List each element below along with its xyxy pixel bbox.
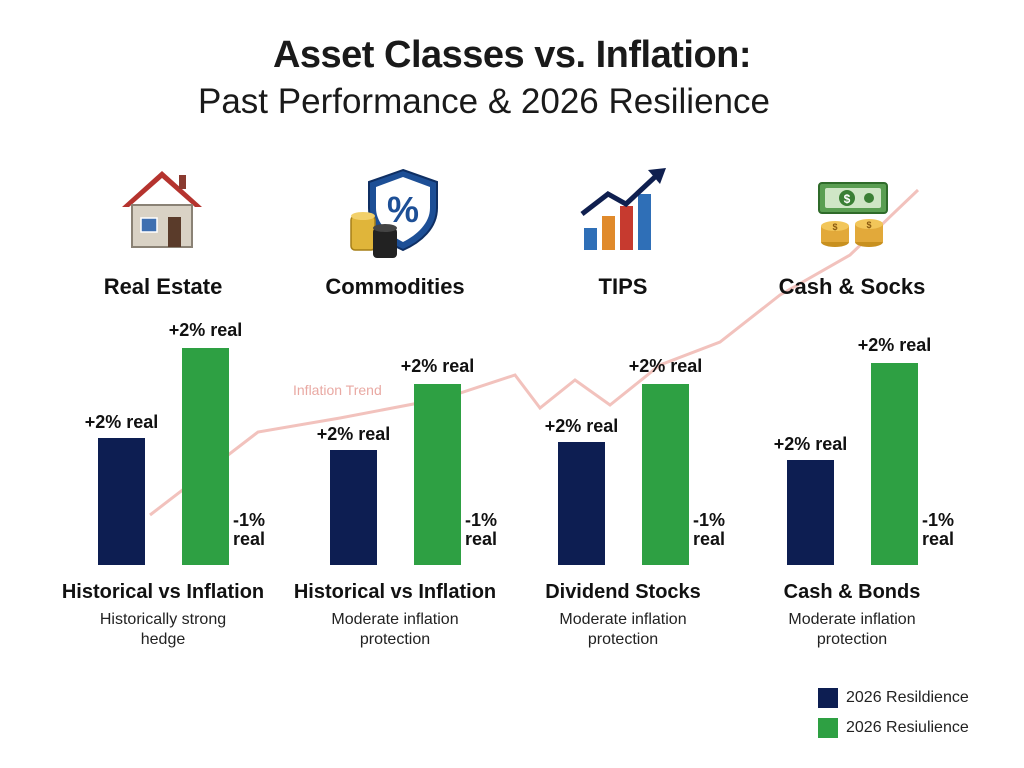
svg-text:$: $ — [832, 222, 837, 232]
group-label: Cash & Bonds — [784, 581, 921, 603]
inflation-trend-layer: Inflation Trend — [149, 188, 920, 517]
legend-item-historical: 2026 Resildience — [818, 683, 969, 713]
bar-historical — [98, 438, 145, 565]
house-icon — [122, 171, 202, 248]
svg-text:$: $ — [866, 220, 871, 230]
side-value-label: -1% — [465, 510, 497, 530]
svg-text:%: % — [387, 189, 419, 230]
group-description: protection — [360, 631, 430, 648]
bar-value-label: +2% real — [545, 416, 619, 436]
side-value-label: real — [922, 529, 954, 549]
labels-layer: Real Estate+2% real+2% real-1%realHistor… — [62, 274, 954, 648]
bar-value-label: +2% real — [401, 356, 475, 376]
growth-bars-icon — [580, 168, 666, 250]
bar-historical — [787, 460, 834, 565]
bar-value-label: +2% real — [858, 335, 932, 355]
svg-text:$: $ — [844, 192, 851, 206]
shield-percent-icon: % — [350, 168, 438, 258]
bar-value-label: +2% real — [317, 424, 391, 444]
bar-resilience — [642, 384, 689, 565]
group-label: Dividend Stocks — [545, 581, 701, 603]
bar-resilience — [182, 348, 229, 565]
bar-historical — [330, 450, 377, 565]
group-description: Moderate inflation — [559, 611, 686, 628]
side-value-label: real — [233, 529, 265, 549]
legend: 2026 Resildience 2026 Resiulience — [818, 683, 969, 743]
inflation-trend-line — [149, 188, 920, 517]
chart-title: Asset Classes vs. Inflation: — [272, 34, 752, 76]
legend-label-historical: 2026 Resildience — [846, 689, 969, 706]
group-description: Moderate inflation — [331, 611, 458, 628]
category-title: Cash & Socks — [779, 274, 926, 299]
category-title: TIPS — [599, 274, 648, 299]
legend-swatch-resilience — [818, 718, 838, 738]
group-description: Moderate inflation — [788, 611, 915, 628]
bar-historical — [558, 442, 605, 565]
side-value-label: -1% — [233, 510, 265, 530]
bar-value-label: +2% real — [169, 320, 243, 340]
group-description: protection — [588, 631, 658, 648]
bars-layer — [98, 348, 918, 565]
chart-subtitle: Past Performance & 2026 Resilience — [198, 82, 770, 121]
group-label: Historical vs Inflation — [62, 581, 264, 603]
group-label: Historical vs Inflation — [294, 581, 496, 603]
legend-label-resilience: 2026 Resiulience — [846, 719, 969, 736]
side-value-label: real — [465, 529, 497, 549]
side-value-label: -1% — [922, 510, 954, 530]
legend-swatch-historical — [818, 688, 838, 708]
bar-resilience — [871, 363, 918, 565]
category-title: Commodities — [325, 274, 464, 299]
group-description: hedge — [141, 631, 186, 648]
inflation-trend-label: Inflation Trend — [293, 382, 382, 398]
side-value-label: real — [693, 529, 725, 549]
bar-value-label: +2% real — [629, 356, 703, 376]
icon-layer: % $ $ $ — [122, 168, 888, 258]
group-description: protection — [817, 631, 887, 648]
legend-item-resilience: 2026 Resiulience — [818, 713, 969, 743]
bar-value-label: +2% real — [774, 434, 848, 454]
cash-coins-icon: $ $ $ — [818, 182, 888, 247]
side-value-label: -1% — [693, 510, 725, 530]
category-title: Real Estate — [104, 274, 223, 299]
group-description: Historically strong — [100, 611, 226, 628]
bar-resilience — [414, 384, 461, 565]
bar-value-label: +2% real — [85, 412, 159, 432]
